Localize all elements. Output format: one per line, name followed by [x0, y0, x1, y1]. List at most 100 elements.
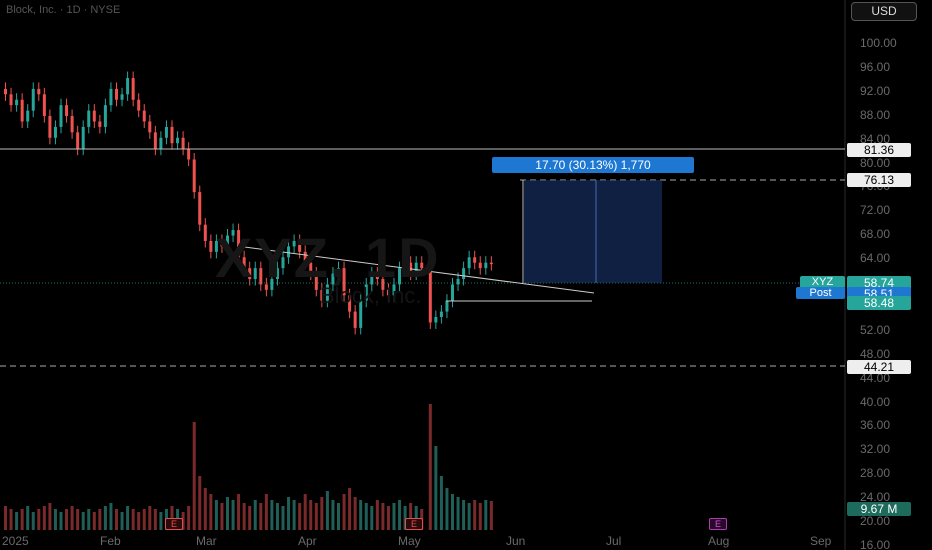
candle-body	[420, 262, 424, 269]
candle-body	[320, 289, 324, 301]
candle-body	[15, 99, 19, 106]
candle-body	[353, 311, 357, 328]
candle-body	[456, 279, 460, 285]
volume-bar	[248, 506, 252, 530]
candle-body	[42, 94, 46, 117]
candle-body	[120, 94, 124, 100]
volume-bar	[242, 503, 246, 530]
candle-body	[59, 105, 63, 127]
volume-bar	[26, 506, 30, 530]
candle-body	[331, 273, 335, 285]
volume-bar	[187, 506, 191, 530]
price-tick-label: 32.00	[860, 442, 891, 457]
candle-body	[4, 88, 7, 95]
volume-bar	[231, 500, 235, 530]
volume-bar	[337, 503, 340, 530]
support-price-tag: 44.21	[847, 360, 911, 374]
candle-body	[92, 110, 96, 122]
candle-body	[103, 105, 107, 127]
volume-bar	[298, 503, 302, 530]
candle-body	[467, 257, 471, 269]
time-tick-label: Jun	[506, 534, 526, 548]
volume-bar	[392, 503, 396, 530]
time-tick-label: Mar	[196, 534, 217, 548]
volume-bar	[309, 500, 313, 530]
candle-body	[226, 235, 229, 247]
measure-tool-label[interactable]: 17.70 (30.13%) 1,770	[492, 157, 694, 173]
price-tick-label: 84.00	[860, 131, 891, 146]
volume-bar	[81, 512, 85, 530]
volume-tag: 9.67 M	[847, 502, 911, 516]
volume-bar	[209, 494, 213, 530]
candle-body	[242, 257, 246, 269]
price-tick-label: 92.00	[860, 83, 891, 98]
volume-bar	[20, 509, 24, 530]
candle-body	[48, 116, 52, 138]
candle-body	[237, 230, 241, 258]
volume-bar	[181, 512, 185, 530]
candle-body	[325, 284, 329, 301]
volume-bar	[375, 500, 379, 530]
time-tick-label: Feb	[100, 534, 121, 548]
candle-body	[164, 126, 168, 138]
volume-bar	[203, 488, 207, 530]
candle-body	[142, 110, 146, 122]
candle-body	[314, 273, 318, 290]
candle-body	[98, 121, 102, 127]
candle-body	[381, 279, 385, 290]
volume-bar	[15, 512, 19, 530]
candle-body	[109, 88, 113, 106]
price-tick-label: 20.00	[860, 514, 891, 528]
volume-bar	[9, 509, 13, 530]
candle-body	[292, 240, 296, 247]
price-tick-label: 44.00	[860, 370, 891, 385]
volume-bar	[331, 500, 335, 530]
volume-bar	[292, 500, 296, 530]
candle-body	[126, 78, 130, 95]
volume-bar	[270, 500, 274, 530]
volume-bar	[353, 497, 357, 530]
price-tick-label: 100.00	[860, 36, 897, 50]
volume-bar	[478, 503, 482, 530]
volume-bar	[214, 500, 218, 530]
time-tick-label: Sep	[810, 534, 832, 548]
volume-bar	[287, 497, 291, 530]
candle-body	[309, 262, 313, 274]
candle-body	[398, 268, 402, 285]
volume-bar	[131, 509, 135, 530]
candle-body	[403, 262, 407, 269]
volume-bar	[434, 446, 438, 530]
volume-bar	[87, 509, 91, 530]
currency-button[interactable]: USD	[851, 2, 917, 21]
candle-body	[9, 94, 13, 106]
candlestick-series	[4, 71, 493, 335]
candle-body	[131, 78, 135, 100]
earnings-marker-feb[interactable]: E	[165, 518, 183, 530]
volume-bar	[142, 509, 146, 530]
volume-bar	[37, 509, 41, 530]
volume-bar	[381, 503, 385, 530]
candle-body	[115, 88, 118, 100]
price-tick-label: 36.00	[860, 418, 891, 433]
candle-body	[203, 224, 207, 241]
volume-bar	[467, 503, 471, 530]
price-tick-label: 40.00	[860, 394, 891, 409]
bid-price-tag: 58.48	[847, 296, 911, 310]
price-tick-label: 80.00	[860, 155, 891, 170]
descending-trend-line	[236, 245, 595, 294]
volume-bar	[342, 494, 346, 530]
volume-bar	[4, 506, 7, 530]
volume-bar	[439, 476, 443, 530]
candle-body	[181, 137, 185, 149]
earnings-marker-may[interactable]: E	[405, 518, 423, 530]
price-tick-label: 24.00	[860, 490, 891, 505]
candle-body	[489, 262, 493, 265]
volume-bar	[445, 488, 449, 530]
candle-body	[87, 110, 91, 127]
volume-bar	[484, 500, 488, 530]
volume-bar	[120, 512, 124, 530]
price-tick-label: 88.00	[860, 107, 891, 122]
earnings-marker-aug[interactable]: E	[709, 518, 727, 530]
candle-body	[187, 148, 191, 160]
